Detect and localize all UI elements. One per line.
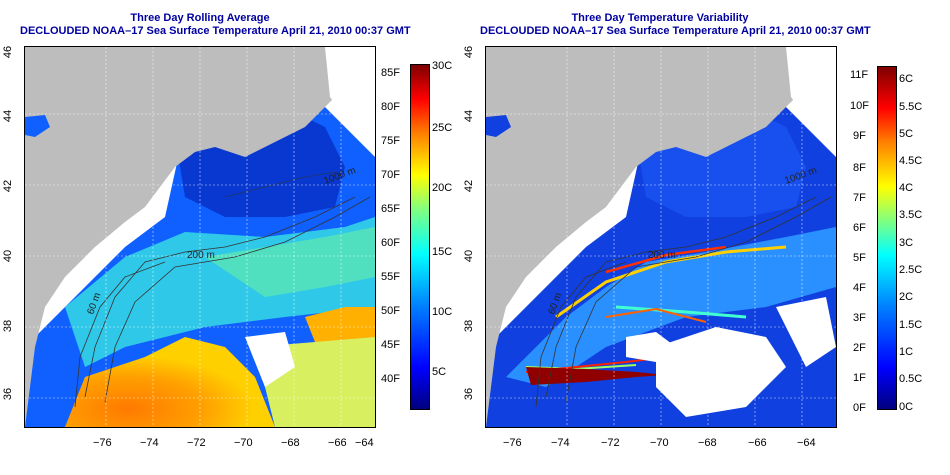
- left-ytick: 42: [2, 179, 15, 193]
- right-title-line1: Three Day Temperature Variability: [571, 12, 749, 24]
- left-ytick: 46: [2, 45, 15, 59]
- right-xtick: −64: [797, 437, 816, 449]
- left-xtick: −66: [328, 437, 347, 449]
- right-colorbar-c-label: 6C: [899, 73, 914, 85]
- left-title-line2: DECLOUDED NOAA–17 Sea Surface Temperatur…: [20, 25, 411, 37]
- left-sst-map: 1000 m 200 m 60 m: [24, 46, 376, 428]
- left-colorbar-f-label: 45F: [381, 339, 400, 351]
- right-colorbar-f-label: 2F: [853, 342, 866, 354]
- left-xtick: −70: [234, 437, 253, 449]
- left-colorbar-f-label: 55F: [381, 271, 400, 283]
- left-colorbar-f-label: 65F: [381, 203, 400, 215]
- left-colorbar-c-label: 15C: [432, 246, 453, 258]
- right-colorbar-c-label: 0.5C: [899, 373, 923, 385]
- left-colorbar-f-label: 75F: [381, 135, 400, 147]
- left-colorbar: [410, 64, 430, 410]
- right-colorbar-f-label: 11F: [850, 69, 869, 81]
- left-ytick: 40: [2, 249, 15, 263]
- right-colorbar-c-label: 3.5C: [899, 209, 923, 221]
- left-xtick: −72: [187, 437, 206, 449]
- right-ytick: 40: [463, 249, 476, 263]
- right-colorbar-f-label: 3F: [853, 312, 866, 324]
- right-colorbar-c-label: 1.5C: [899, 319, 923, 331]
- right-xtick: −68: [698, 437, 717, 449]
- right-variability-map: 1000 m 200 m 60 m: [485, 46, 837, 428]
- right-xtick: −72: [601, 437, 620, 449]
- left-colorbar-f-label: 85F: [381, 67, 400, 79]
- right-map-image: 1000 m 200 m 60 m: [486, 47, 836, 427]
- left-xtick: −74: [140, 437, 159, 449]
- right-ytick: 42: [463, 179, 476, 193]
- right-title-line2: DECLOUDED NOAA–17 Sea Surface Temperatur…: [480, 25, 871, 37]
- right-colorbar-c-label: 3C: [899, 237, 914, 249]
- left-xtick: −68: [281, 437, 300, 449]
- left-colorbar-c-label: 20C: [432, 182, 453, 194]
- right-contour-200m: 200 m: [648, 250, 676, 261]
- left-ytick: 36: [2, 387, 15, 401]
- left-colorbar-c-label: 25C: [432, 122, 453, 134]
- left-colorbar-f-label: 50F: [381, 305, 400, 317]
- right-colorbar-c-label: 1C: [899, 346, 914, 358]
- left-contour-200m: 200 m: [187, 250, 215, 261]
- right-colorbar-f-label: 9F: [853, 130, 866, 142]
- right-colorbar-f-label: 0F: [853, 402, 866, 414]
- right-colorbar-c-label: 0C: [899, 401, 914, 413]
- left-colorbar-f-label: 80F: [381, 101, 400, 113]
- right-colorbar-f-label: 4F: [853, 282, 866, 294]
- right-colorbar-f-label: 6F: [853, 222, 866, 234]
- left-colorbar-f-label: 70F: [381, 169, 400, 181]
- left-ytick: 44: [2, 109, 15, 123]
- right-ytick: 44: [463, 109, 476, 123]
- left-colorbar-f-label: 60F: [381, 237, 400, 249]
- right-colorbar-c-label: 4.5C: [899, 155, 923, 167]
- left-title-line1: Three Day Rolling Average: [130, 12, 270, 24]
- left-xtick: −64: [355, 437, 374, 449]
- right-xtick: −74: [551, 437, 570, 449]
- right-colorbar: [877, 66, 897, 410]
- right-colorbar-f-label: 10F: [850, 100, 869, 112]
- right-xtick: −76: [503, 437, 522, 449]
- right-ytick: 46: [463, 45, 476, 59]
- right-colorbar-c-label: 4C: [899, 182, 914, 194]
- right-colorbar-f-label: 5F: [853, 252, 866, 264]
- left-colorbar-c-label: 5C: [432, 366, 447, 378]
- left-colorbar-c-label: 30C: [432, 60, 453, 72]
- left-colorbar-f-label: 40F: [381, 373, 400, 385]
- left-colorbar-c-label: 10C: [432, 306, 453, 318]
- right-colorbar-c-label: 2C: [899, 291, 914, 303]
- right-colorbar-f-label: 7F: [853, 192, 866, 204]
- right-xtick: −66: [748, 437, 767, 449]
- left-xtick: −76: [93, 437, 112, 449]
- right-ytick: 38: [463, 319, 476, 333]
- left-map-image: 1000 m 200 m 60 m: [25, 47, 375, 427]
- right-xtick: −70: [650, 437, 669, 449]
- right-colorbar-c-label: 5.5C: [899, 101, 923, 113]
- right-colorbar-f-label: 8F: [853, 162, 866, 174]
- right-colorbar-c-label: 2.5C: [899, 264, 923, 276]
- left-ytick: 38: [2, 319, 15, 333]
- right-ytick: 36: [463, 387, 476, 401]
- right-colorbar-c-label: 5C: [899, 128, 914, 140]
- right-colorbar-f-label: 1F: [853, 372, 866, 384]
